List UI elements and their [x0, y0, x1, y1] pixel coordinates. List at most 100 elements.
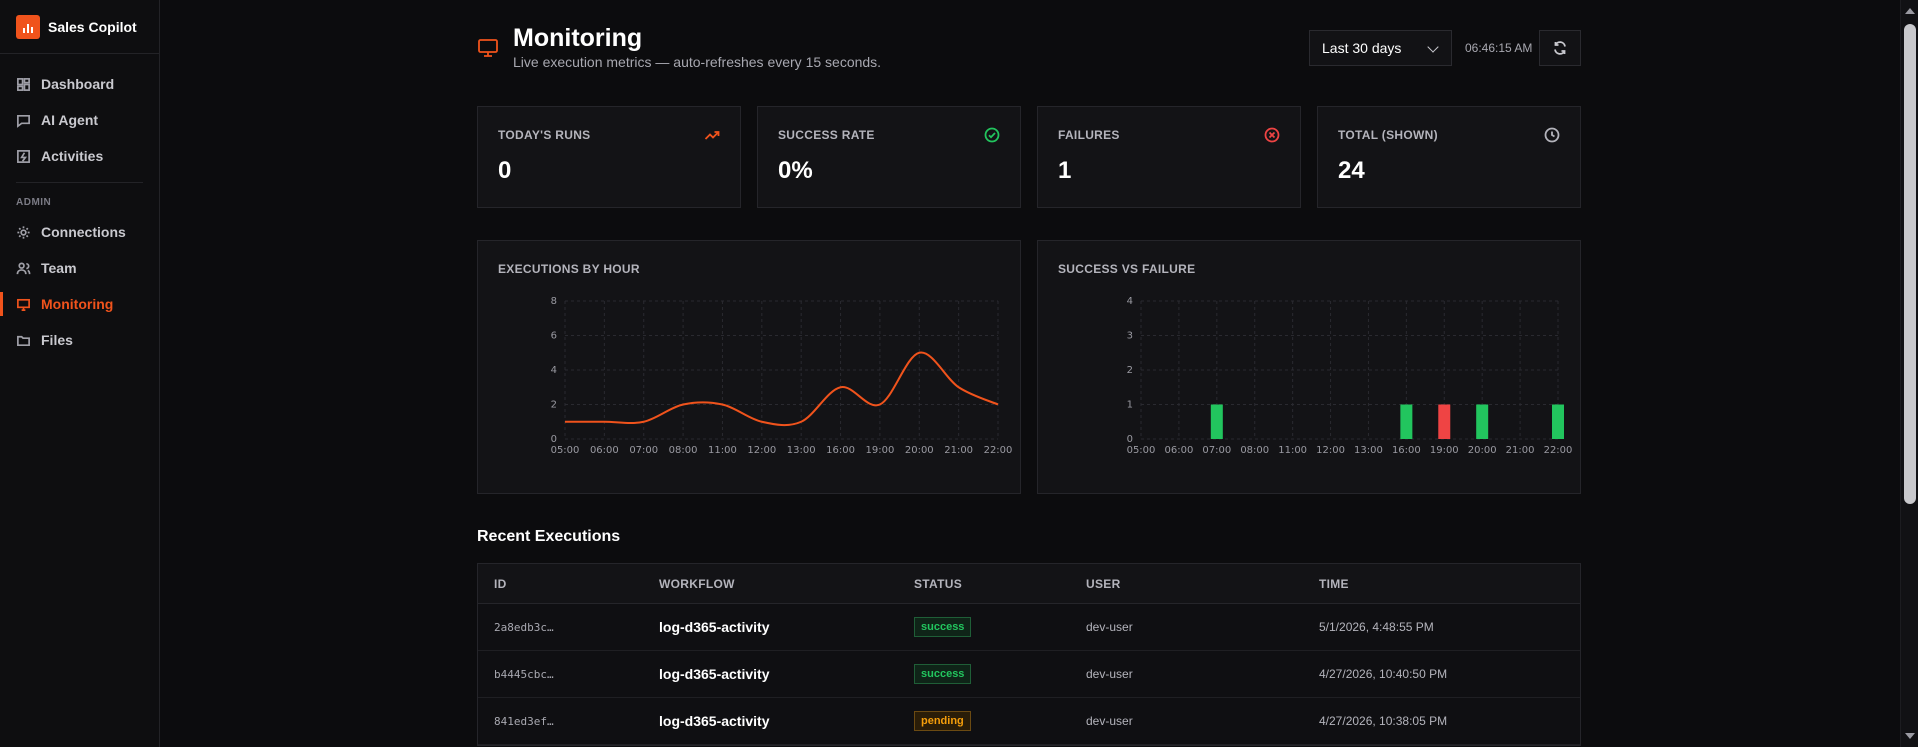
date-range-select[interactable]: Last 30 days: [1309, 30, 1452, 66]
stats-row: TODAY'S RUNS 0 SUCCESS RATE 0% FAILURES …: [477, 106, 1581, 208]
y-tick-label: 0: [1127, 434, 1133, 445]
executions-series-line: [565, 351, 999, 427]
executions-by-hour-chart: EXECUTIONS BY HOUR 0 2 4 6 8 05:00 06:00 07:00 0…: [477, 240, 1021, 494]
x-tick-label: 13:00: [787, 445, 816, 456]
stat-card-failures: FAILURES 1: [1037, 106, 1301, 208]
success-bar: [1210, 404, 1223, 439]
scroll-thumb[interactable]: [1904, 24, 1916, 504]
admin-section-label: ADMIN: [16, 182, 143, 214]
x-tick-label: 05:00: [551, 445, 580, 456]
chart-title: SUCCESS VS FAILURE: [1058, 262, 1196, 276]
trending-up-icon: [704, 127, 720, 143]
sidebar-item-dashboard[interactable]: Dashboard: [0, 66, 159, 102]
sidebar-item-connections[interactable]: Connections: [0, 214, 159, 250]
status-badge: success: [914, 617, 972, 637]
stat-label: TODAY'S RUNS: [498, 128, 591, 142]
activity-icon: [17, 149, 30, 163]
date-range-value: Last 30 days: [1322, 40, 1402, 56]
chat-icon: [17, 114, 30, 128]
y-tick-label: 2: [1127, 365, 1133, 376]
workflow-name: log-d365-activity: [659, 713, 770, 729]
sidebar-item-monitoring[interactable]: Monitoring: [0, 286, 159, 322]
bar-chart-svg: 0 1 2 3 4 05:00 06:00 07:00 08:00 11:00 12:00 13:00…: [1127, 296, 1573, 456]
charts-row: EXECUTIONS BY HOUR 0 2 4 6 8 05:00 06:00 07:00 0…: [477, 240, 1581, 494]
user-name: dev-user: [1086, 667, 1133, 681]
x-tick-label: 16:00: [1392, 445, 1421, 456]
folder-icon: [17, 335, 30, 346]
y-tick-label: 3: [1127, 331, 1133, 342]
users-icon: [16, 262, 31, 274]
column-header-time: TIME: [1319, 576, 1349, 591]
y-tick-label: 0: [551, 434, 557, 445]
success-bar: [1552, 404, 1564, 439]
x-tick-label: 12:00: [747, 445, 776, 456]
scroll-down-arrow-icon[interactable]: [1905, 733, 1915, 739]
y-tick-label: 4: [551, 365, 557, 376]
x-tick-label: 07:00: [629, 445, 658, 456]
refresh-icon: [1554, 41, 1566, 55]
x-circle-icon: [1264, 127, 1280, 143]
x-tick-label: 13:00: [1354, 445, 1383, 456]
last-refresh-time: 06:46:15 AM: [1465, 41, 1533, 55]
status-badge: success: [914, 664, 972, 684]
execution-id: 2a8edb3c…: [494, 620, 554, 634]
page-subtitle: Live execution metrics — auto-refreshes …: [513, 54, 882, 70]
table-header: ID WORKFLOW STATUS USER TIME: [478, 564, 1580, 604]
sidebar-item-label: AI Agent: [41, 112, 99, 128]
x-tick-label: 16:00: [826, 445, 855, 456]
y-tick-label: 8: [551, 296, 557, 307]
monitor-icon: [17, 298, 30, 311]
bar-chart-icon: [16, 14, 40, 39]
sidebar-item-ai-agent[interactable]: AI Agent: [0, 102, 159, 138]
page-scrollbar[interactable]: [1900, 0, 1918, 747]
sidebar-item-files[interactable]: Files: [0, 322, 159, 358]
x-tick-label: 21:00: [1506, 445, 1535, 456]
page-header: Monitoring Live execution metrics — auto…: [477, 0, 1581, 90]
failure-bar: [1438, 404, 1451, 439]
x-tick-label: 08:00: [1240, 445, 1269, 456]
x-tick-label: 11:00: [708, 445, 737, 456]
x-tick-label: 19:00: [1430, 445, 1459, 456]
scroll-up-arrow-icon[interactable]: [1905, 8, 1915, 14]
execution-time: 4/27/2026, 10:38:05 PM: [1319, 714, 1448, 728]
user-name: dev-user: [1086, 714, 1133, 728]
line-chart-svg: 0 2 4 6 8 05:00 06:00 07:00 08:00 11:00 12:00 13:00…: [551, 296, 1013, 456]
x-tick-label: 19:00: [865, 445, 894, 456]
gear-icon: [17, 225, 30, 239]
x-tick-label: 06:00: [590, 445, 619, 456]
column-header-user: USER: [1086, 576, 1121, 591]
stat-card-success-rate: SUCCESS RATE 0%: [757, 106, 1021, 208]
brand[interactable]: Sales Copilot: [0, 0, 159, 54]
stat-value: 1: [1058, 157, 1072, 184]
x-tick-label: 21:00: [944, 445, 973, 456]
sidebar-item-label: Connections: [41, 224, 126, 240]
user-name: dev-user: [1086, 620, 1133, 634]
x-tick-label: 20:00: [905, 445, 934, 456]
status-badge: pending: [914, 711, 971, 731]
table-row[interactable]: 841ed3ef… log-d365-activity pending dev-…: [478, 698, 1580, 745]
x-tick-label: 22:00: [984, 445, 1013, 456]
sidebar-item-activities[interactable]: Activities: [0, 138, 159, 174]
main-content: Monitoring Live execution metrics — auto…: [477, 0, 1581, 746]
table-row[interactable]: 2a8edb3c… log-d365-activity success dev-…: [478, 604, 1580, 651]
sidebar-item-label: Dashboard: [41, 76, 115, 92]
refresh-button[interactable]: [1539, 30, 1581, 66]
execution-time: 5/1/2026, 4:48:55 PM: [1319, 620, 1434, 634]
x-tick-label: 12:00: [1316, 445, 1345, 456]
execution-id: b4445cbc…: [494, 667, 554, 681]
recent-executions-table: ID WORKFLOW STATUS USER TIME 2a8edb3c… l…: [477, 563, 1581, 746]
workflow-name: log-d365-activity: [659, 666, 770, 682]
sidebar-item-team[interactable]: Team: [0, 250, 159, 286]
sidebar-item-label: Team: [41, 260, 77, 276]
y-tick-label: 2: [551, 400, 557, 411]
y-tick-label: 1: [1127, 400, 1133, 411]
chevron-down-icon: [1427, 41, 1439, 53]
brand-name: Sales Copilot: [48, 18, 137, 35]
table-row[interactable]: b4445cbc… log-d365-activity success dev-…: [478, 651, 1580, 698]
x-tick-label: 08:00: [669, 445, 698, 456]
sidebar-item-label: Files: [41, 332, 73, 348]
x-tick-label: 11:00: [1278, 445, 1307, 456]
recent-executions-title: Recent Executions: [477, 528, 621, 545]
column-header-id: ID: [494, 576, 507, 591]
x-tick-label: 20:00: [1468, 445, 1497, 456]
